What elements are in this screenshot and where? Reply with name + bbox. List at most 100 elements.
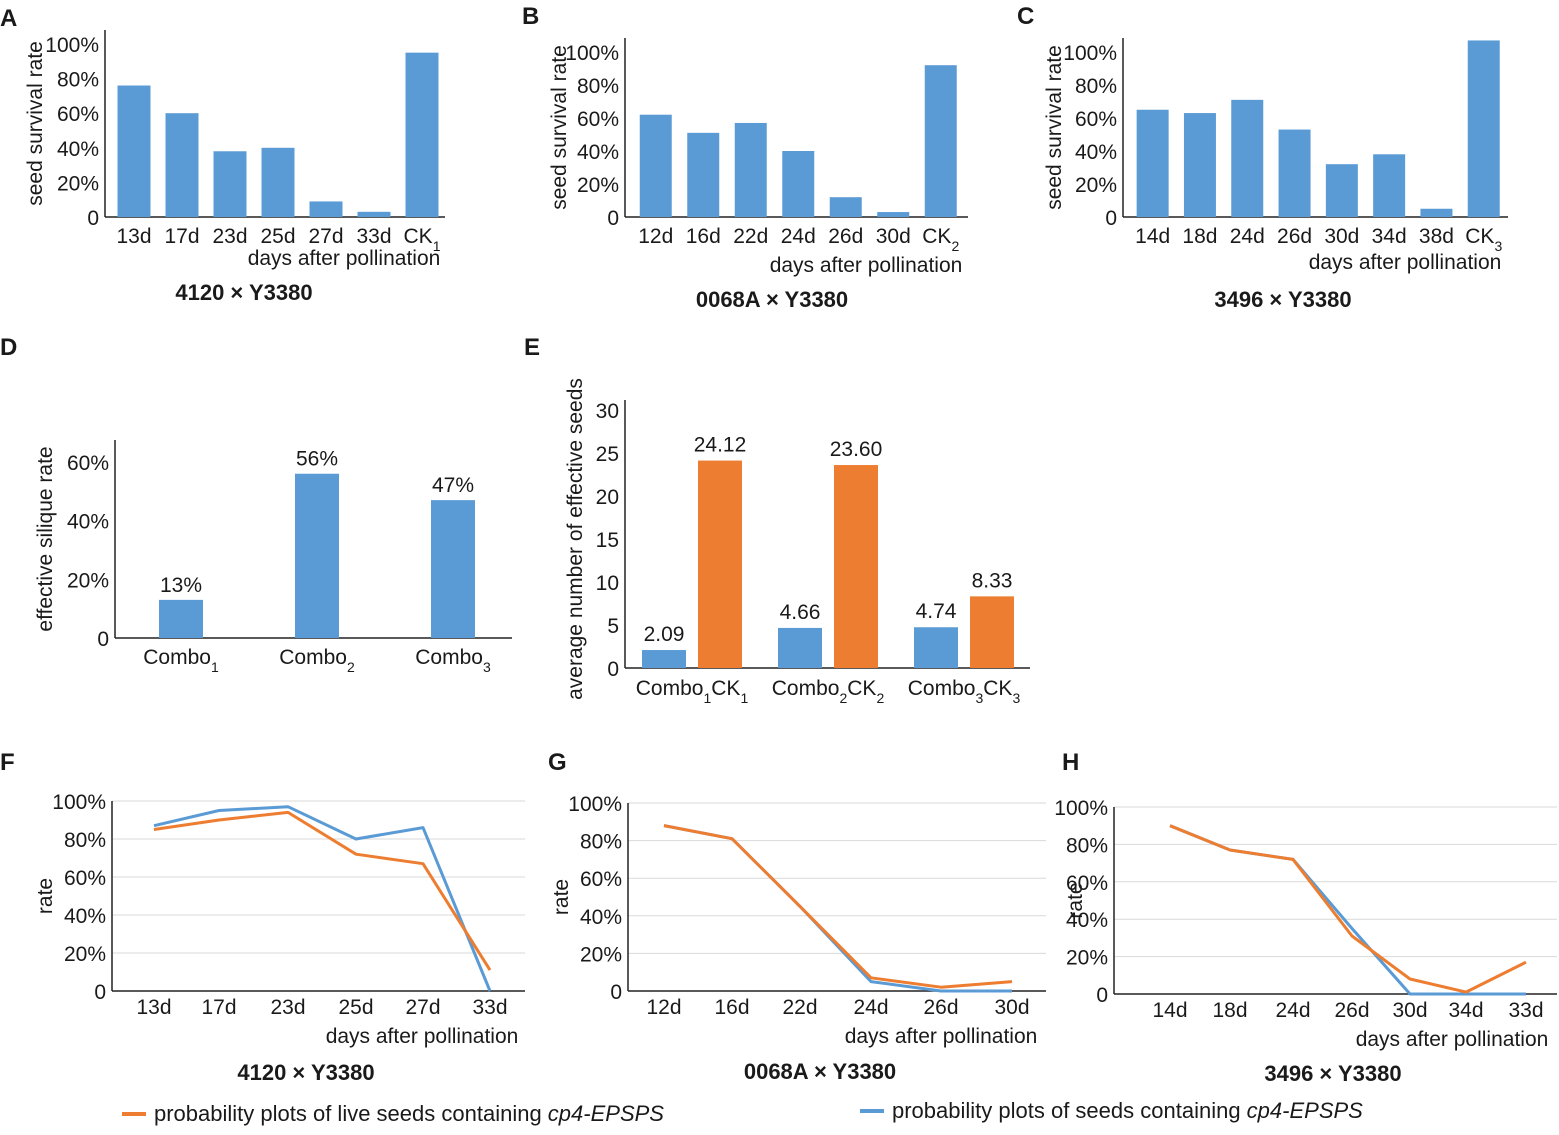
data-label: 47% <box>432 474 474 497</box>
bar <box>734 122 767 217</box>
x-tick-main: Combo <box>636 677 704 700</box>
y-tick-label: 0 <box>607 658 619 681</box>
data-label: 4.74 <box>916 600 957 623</box>
x-tick-label: 24d <box>1275 999 1310 1022</box>
legend-text: probability plots of live seeds containi… <box>154 1101 548 1126</box>
bar <box>117 85 151 218</box>
y-tick-label: 40% <box>57 138 99 161</box>
y-axis-label: effective silique rate <box>34 446 57 631</box>
x-tick-label: CK1 <box>404 225 441 254</box>
panel-letter: G <box>548 749 567 776</box>
bar <box>687 132 720 217</box>
bar-ck <box>834 465 878 668</box>
chart-title: 0068A × Y3380 <box>744 1059 896 1084</box>
x-tick-label-sub: 1 <box>211 659 219 675</box>
x-tick-label-main: CK <box>404 225 433 248</box>
x-tick-label-main: 38d <box>1419 225 1454 248</box>
y-tick-label: 0 <box>607 207 619 230</box>
x-tick-label: Combo1CK1 <box>636 677 749 706</box>
legend: probability plots of live seeds containi… <box>122 1098 1363 1126</box>
x-tick-label: 26d <box>1277 225 1312 248</box>
y-tick-label: 20% <box>1066 947 1108 970</box>
x-tick-label-main: 16d <box>686 225 721 248</box>
x-tick-label: 13d <box>136 996 171 1019</box>
legend-gene: cp4-EPSPS <box>548 1101 664 1126</box>
legend-gene: cp4-EPSPS <box>1247 1098 1363 1123</box>
y-tick-label: 40% <box>580 906 622 929</box>
y-tick-label: 30 <box>596 400 619 423</box>
y-tick-label: 100% <box>568 793 622 816</box>
x-tick-label: Combo1 <box>143 646 219 675</box>
y-tick-label: 40% <box>67 511 109 534</box>
x-tick-label: Combo2 <box>279 646 355 675</box>
x-tick-sub: 3 <box>1012 690 1020 706</box>
x-tick-label: 16d <box>714 996 749 1019</box>
x-tick-label: 30d <box>876 225 911 248</box>
y-tick-label: 20 <box>596 486 619 509</box>
bar-ck <box>970 596 1014 668</box>
panel-letter: H <box>1062 749 1079 776</box>
x-tick-main: Combo <box>772 677 840 700</box>
x-tick-main: CK <box>983 677 1012 700</box>
x-tick-sub: 2 <box>876 690 884 706</box>
series-line-seeds <box>663 824 1012 993</box>
x-tick-label: 26d <box>923 996 958 1019</box>
y-axis-label: seed survival rate <box>24 41 47 206</box>
y-tick-label: 0 <box>610 981 622 1004</box>
x-tick-label: 30d <box>994 996 1029 1019</box>
x-tick-main: Combo <box>908 677 976 700</box>
y-axis-label: rate <box>34 878 57 914</box>
data-label: 23.60 <box>830 438 883 461</box>
legend-text: probability plots of seeds containing <box>892 1098 1247 1123</box>
x-tick-label-main: 30d <box>1324 225 1359 248</box>
x-axis-label: days after pollination <box>1309 251 1502 274</box>
bar <box>213 151 247 217</box>
x-tick-label: 30d <box>1324 225 1359 248</box>
y-tick-label: 40% <box>64 905 106 928</box>
data-label: 56% <box>296 448 338 471</box>
y-tick-label: 100% <box>1063 42 1117 65</box>
x-tick-label: 18d <box>1212 999 1247 1022</box>
bar <box>1136 109 1169 217</box>
x-tick-label: 26d <box>828 225 863 248</box>
x-tick-label-main: 30d <box>876 225 911 248</box>
x-tick-label: 33d <box>472 996 507 1019</box>
series-line-seeds <box>153 805 492 992</box>
y-axis-label: average number of effective seeds <box>564 378 587 700</box>
x-axis-label: days after pollination <box>248 247 441 270</box>
x-tick-label: 12d <box>638 225 673 248</box>
series-line-live-seeds <box>153 810 492 971</box>
x-tick-label: 25d <box>260 225 295 248</box>
x-tick-label: Combo2CK2 <box>772 677 885 706</box>
x-tick-sub: 1 <box>703 690 711 706</box>
y-tick-label: 100% <box>1054 797 1108 820</box>
y-tick-label: 80% <box>580 831 622 854</box>
x-tick-sub: 1 <box>740 690 748 706</box>
legend-label: probability plots of live seeds containi… <box>154 1101 664 1126</box>
x-tick-label-sub: 3 <box>1494 238 1502 254</box>
y-tick-label: 40% <box>1075 141 1117 164</box>
x-tick-label-main: 26d <box>828 225 863 248</box>
bar <box>309 201 343 217</box>
x-tick-label: 38d <box>1419 225 1454 248</box>
y-tick-label: 20% <box>57 172 99 195</box>
x-tick-label-main: Combo <box>415 646 483 669</box>
bar <box>1278 129 1311 217</box>
x-tick-label-main: 23d <box>212 225 247 248</box>
x-tick-label: 18d <box>1182 225 1217 248</box>
x-tick-label: 14d <box>1135 225 1170 248</box>
data-label: 8.33 <box>972 569 1013 592</box>
x-axis-label: days after pollination <box>1356 1028 1549 1051</box>
x-tick-sub: 3 <box>975 690 983 706</box>
x-tick-label: 22d <box>782 996 817 1019</box>
x-tick-label-main: 26d <box>1277 225 1312 248</box>
chart-title: 4120 × Y3380 <box>175 280 312 305</box>
panel-letter: A <box>0 5 17 32</box>
chart-title: 3496 × Y3380 <box>1214 287 1351 312</box>
